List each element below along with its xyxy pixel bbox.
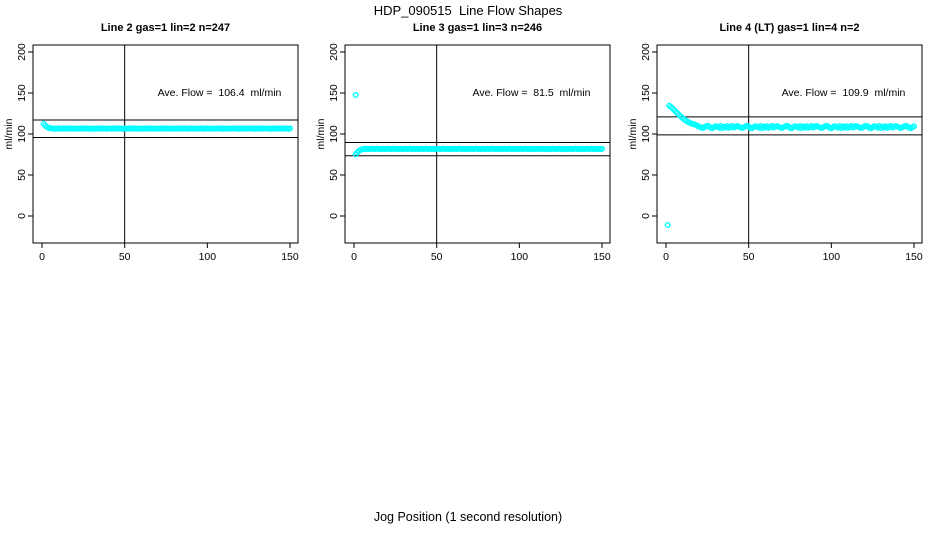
x-tick-label: 0 (39, 251, 45, 263)
panel-3-ave-flow-annotation: Ave. Flow = 109.9 ml/min (781, 87, 906, 99)
panel-2: 0 50 100 150 0 50 100 150 200 ml/min (315, 43, 611, 263)
data-point-marker (287, 125, 294, 132)
panel-1: 0 50 100 150 0 50 100 150 200 ml/min (3, 43, 299, 263)
panel-2-data-points (352, 92, 606, 158)
x-tick-label: 100 (199, 251, 217, 263)
x-tick-label: 0 (351, 251, 357, 263)
x-tick-label: 100 (823, 251, 841, 263)
x-tick-label: 150 (593, 251, 611, 263)
y-axis-unit-label: ml/min (315, 118, 327, 149)
panel-3-title: Line 4 (LT) gas=1 lin=4 n=2 (719, 22, 860, 34)
x-tick-label: 50 (743, 251, 755, 263)
data-point-marker (664, 222, 671, 229)
y-tick-label: 50 (640, 169, 652, 181)
x-tick-label: 100 (511, 251, 529, 263)
panel-2-title: Line 3 gas=1 lin=3 n=246 (412, 22, 543, 34)
y-axis-unit-label: ml/min (627, 118, 639, 149)
y-tick-label: 100 (640, 125, 652, 143)
panel-2-ave-flow-annotation: Ave. Flow = 81.5 ml/min (472, 87, 591, 99)
panel-3-data-points (664, 102, 918, 229)
panel-3: 0 50 100 150 0 50 100 150 200 ml/min (627, 43, 923, 263)
panel-1-data-points (40, 120, 294, 132)
data-point-marker (911, 123, 918, 130)
y-tick-label: 200 (16, 43, 28, 61)
y-tick-label: 0 (640, 213, 652, 219)
y-tick-label: 100 (16, 125, 28, 143)
y-tick-label: 200 (640, 43, 652, 61)
x-tick-label: 0 (663, 251, 669, 263)
y-tick-label: 100 (328, 125, 340, 143)
x-tick-label: 150 (281, 251, 299, 263)
y-tick-label: 200 (328, 43, 340, 61)
x-axis-label: Jog Position (1 second resolution) (373, 510, 563, 524)
y-tick-label: 150 (16, 84, 28, 102)
y-tick-label: 50 (328, 169, 340, 181)
y-tick-label: 0 (16, 213, 28, 219)
y-tick-label: 150 (328, 84, 340, 102)
data-point-marker (599, 145, 606, 152)
y-tick-label: 50 (16, 169, 28, 181)
figure-title: HDP_090515 Line Flow Shapes (373, 3, 563, 18)
y-axis-unit-label: ml/min (3, 118, 15, 149)
y-tick-label: 0 (328, 213, 340, 219)
plot-border (32, 44, 299, 244)
x-tick-label: 50 (431, 251, 443, 263)
plot-border (656, 44, 923, 244)
panel-1-ave-flow-annotation: Ave. Flow = 106.4 ml/min (157, 87, 282, 99)
panel-1-title: Line 2 gas=1 lin=2 n=247 (100, 22, 231, 34)
x-tick-label: 50 (119, 251, 131, 263)
y-tick-label: 150 (640, 84, 652, 102)
plot-border (344, 44, 611, 244)
x-tick-label: 150 (905, 251, 923, 263)
data-point-marker (352, 92, 359, 99)
